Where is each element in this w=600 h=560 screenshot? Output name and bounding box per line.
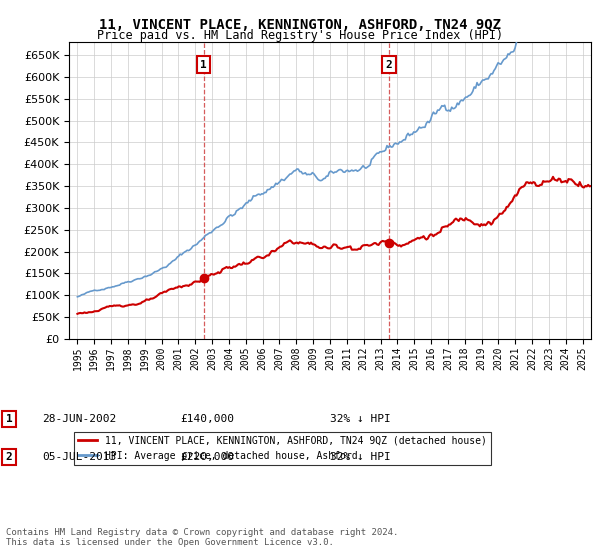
Legend: 11, VINCENT PLACE, KENNINGTON, ASHFORD, TN24 9QZ (detached house), HPI: Average : 11, VINCENT PLACE, KENNINGTON, ASHFORD, … — [74, 432, 491, 465]
Text: 32% ↓ HPI: 32% ↓ HPI — [330, 414, 391, 424]
Text: 32% ↓ HPI: 32% ↓ HPI — [330, 452, 391, 462]
Text: £140,000: £140,000 — [180, 414, 234, 424]
Text: 1: 1 — [200, 60, 207, 69]
Text: 28-JUN-2002: 28-JUN-2002 — [42, 414, 116, 424]
Text: 1: 1 — [5, 414, 13, 424]
Text: This data is licensed under the Open Government Licence v3.0.: This data is licensed under the Open Gov… — [6, 538, 334, 547]
Text: 05-JUL-2013: 05-JUL-2013 — [42, 452, 116, 462]
Text: Contains HM Land Registry data © Crown copyright and database right 2024.: Contains HM Land Registry data © Crown c… — [6, 528, 398, 536]
Text: 11, VINCENT PLACE, KENNINGTON, ASHFORD, TN24 9QZ: 11, VINCENT PLACE, KENNINGTON, ASHFORD, … — [99, 18, 501, 32]
Text: £220,000: £220,000 — [180, 452, 234, 462]
Text: 2: 2 — [386, 60, 392, 69]
Text: 2: 2 — [5, 452, 13, 462]
Text: Price paid vs. HM Land Registry's House Price Index (HPI): Price paid vs. HM Land Registry's House … — [97, 29, 503, 42]
